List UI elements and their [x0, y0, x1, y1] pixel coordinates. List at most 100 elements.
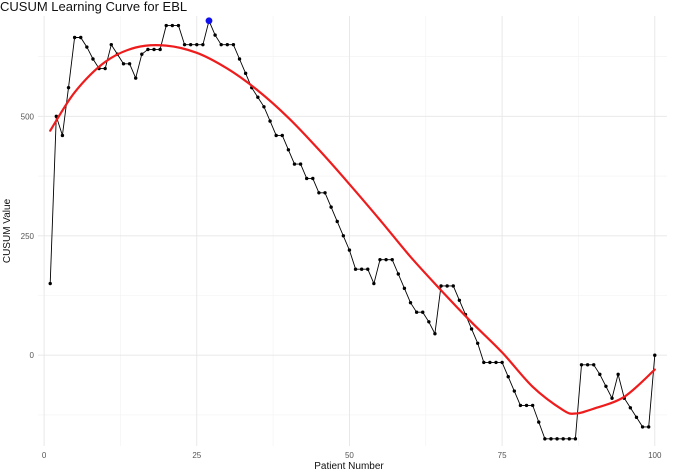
cusum-point [268, 119, 272, 123]
cusum-point [592, 363, 596, 367]
cusum-point [634, 415, 639, 420]
cusum-point [567, 437, 571, 441]
cusum-point [469, 327, 474, 331]
cusum-point [561, 437, 565, 441]
cusum-point [512, 389, 517, 393]
cusum-point [201, 42, 205, 47]
cusum-point [219, 42, 223, 47]
x-tick-label: 100 [648, 451, 662, 460]
cusum-point [390, 257, 394, 262]
cusum-point [176, 23, 181, 28]
cusum-point [109, 42, 113, 47]
cusum-point [598, 372, 602, 377]
cusum-point [555, 437, 559, 441]
x-tick-label: 0 [42, 451, 47, 460]
cusum-point [231, 42, 236, 47]
cusum-point [121, 62, 126, 66]
cusum-point [494, 360, 498, 365]
x-tick-label: 50 [345, 451, 354, 460]
cusum-point [616, 372, 620, 377]
peak-point [205, 17, 213, 25]
cusum-point [506, 375, 510, 379]
cusum-point [475, 341, 480, 345]
cusum-point [524, 403, 529, 408]
cusum-point [573, 437, 578, 441]
cusum-point [396, 272, 401, 276]
x-tick-label: 75 [498, 451, 507, 460]
cusum-point [146, 47, 150, 52]
fitted-curve [49, 43, 656, 415]
cusum-point [451, 284, 455, 288]
series-layer [48, 17, 657, 441]
cusum-point [543, 437, 547, 441]
cusum-point [66, 85, 71, 90]
cusum-point [604, 384, 608, 388]
cusum-point [140, 52, 144, 56]
cusum-point [188, 42, 193, 47]
cusum-point [103, 66, 107, 71]
cusum-point [152, 47, 156, 52]
cusum-point [457, 298, 462, 302]
cusum-point [384, 257, 388, 262]
cusum-point [79, 35, 83, 40]
cusum-point [353, 267, 358, 271]
cusum-point [304, 176, 309, 181]
cusum-point [347, 248, 352, 252]
cusum-point [323, 191, 327, 195]
chart-title: CUSUM Learning Curve for EBL [0, 0, 187, 14]
cusum-point [439, 284, 443, 288]
cusum-point [72, 35, 77, 40]
cusum-point [311, 176, 315, 181]
cusum-point [262, 105, 266, 109]
cusum-point [530, 403, 535, 408]
cusum-point [134, 76, 138, 80]
cusum-point [60, 133, 65, 138]
cusum-point [482, 360, 486, 365]
cusum-point [225, 42, 230, 47]
cusum-point [579, 363, 584, 367]
x-axis-title: Patient Number [314, 461, 384, 472]
cusum-point [610, 396, 614, 400]
cusum-point [298, 162, 303, 166]
cusum-point [372, 281, 376, 286]
cusum-point [421, 310, 425, 314]
cusum-line [49, 19, 656, 440]
cusum-point [292, 162, 297, 166]
x-tick-labels: 0 25 50 75 100 [42, 451, 662, 460]
cusum-point [488, 360, 492, 365]
cusum-point [170, 23, 175, 28]
cusum-point [127, 62, 132, 66]
grid [38, 16, 667, 446]
y-tick-label: 0 [30, 351, 35, 360]
cusum-point [317, 191, 321, 195]
cusum-point [256, 95, 260, 99]
cusum-point [408, 300, 413, 305]
cusum-point [237, 57, 242, 61]
cusum-point [640, 425, 645, 429]
cusum-point [182, 42, 187, 47]
cusum-point [329, 205, 333, 209]
cusum-point [537, 420, 541, 424]
cusum-point [433, 332, 437, 336]
cusum-point [164, 23, 168, 28]
cusum-point [585, 363, 590, 367]
cusum-point [427, 320, 431, 324]
cusum-point [549, 437, 553, 441]
cusum-point [366, 267, 370, 271]
y-tick-label: 250 [21, 232, 35, 241]
cusum-point [359, 267, 364, 271]
cusum-point [195, 42, 199, 47]
y-axis-title: CUSUM Value [2, 198, 13, 263]
cusum-point [628, 406, 633, 410]
cusum-point [646, 425, 651, 429]
cusum-point [500, 360, 504, 365]
cusum-point [280, 133, 284, 138]
y-tick-label: 500 [21, 112, 35, 121]
cusum-point [414, 310, 419, 314]
x-tick-label: 25 [192, 451, 201, 460]
cusum-point [48, 281, 52, 286]
cusum-point [653, 353, 657, 357]
cusum-point [445, 284, 449, 288]
cusum-point [243, 71, 248, 76]
